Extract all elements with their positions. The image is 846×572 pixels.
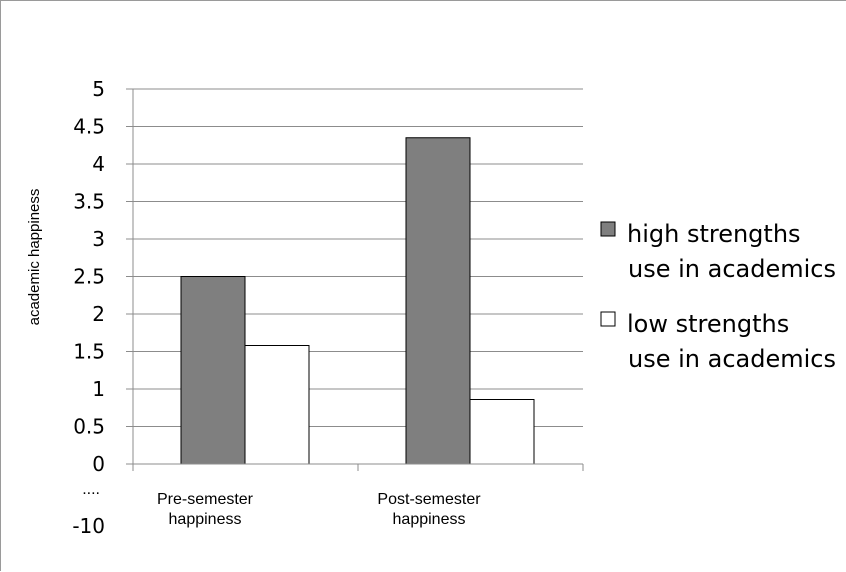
y-tick-label: 5 — [92, 77, 105, 101]
legend-swatch-1 — [600, 311, 616, 327]
y-tick-label: 0 — [92, 452, 105, 476]
y-tick-label: 3.5 — [73, 190, 105, 214]
legend-swatch-0 — [600, 221, 616, 237]
y-tick-label: 2.5 — [73, 265, 105, 289]
x-category-label: Pre-semester happiness — [157, 491, 254, 528]
y-break-label: -10 — [72, 514, 105, 538]
tick-labels: 0 0.5 1 1.5 2 2.5 3 3.5 4 4.5 5.... -10 Pre-semester… — [26, 77, 481, 538]
legend-label-1: low strengths use in academics — [627, 310, 836, 373]
bar-series0-cat1 — [405, 137, 471, 465]
x-category-label: Post-semester happiness — [377, 491, 481, 528]
legend-label-0: high strengths use in academics — [627, 220, 836, 283]
y-tick-label: 4 — [92, 152, 105, 176]
y-tick-label: 3 — [92, 227, 105, 251]
bar-series0-cat0 — [180, 276, 246, 465]
y-tick-label: 2 — [92, 302, 105, 326]
y-axis-title: academic happiness — [26, 189, 43, 326]
y-tick-label: 1.5 — [73, 340, 105, 364]
y-tick-label: 0.5 — [73, 415, 105, 439]
y-tick-label: 4.5 — [73, 115, 105, 139]
bars — [180, 137, 535, 465]
y-tick-label: 1 — [92, 377, 105, 401]
bar-series1-cat0 — [244, 345, 310, 465]
bar-series1-cat1 — [469, 399, 535, 465]
axes — [126, 88, 584, 471]
y-break-dots: .... — [82, 481, 100, 498]
legend: high strengths use in academics low streng… — [600, 220, 836, 373]
